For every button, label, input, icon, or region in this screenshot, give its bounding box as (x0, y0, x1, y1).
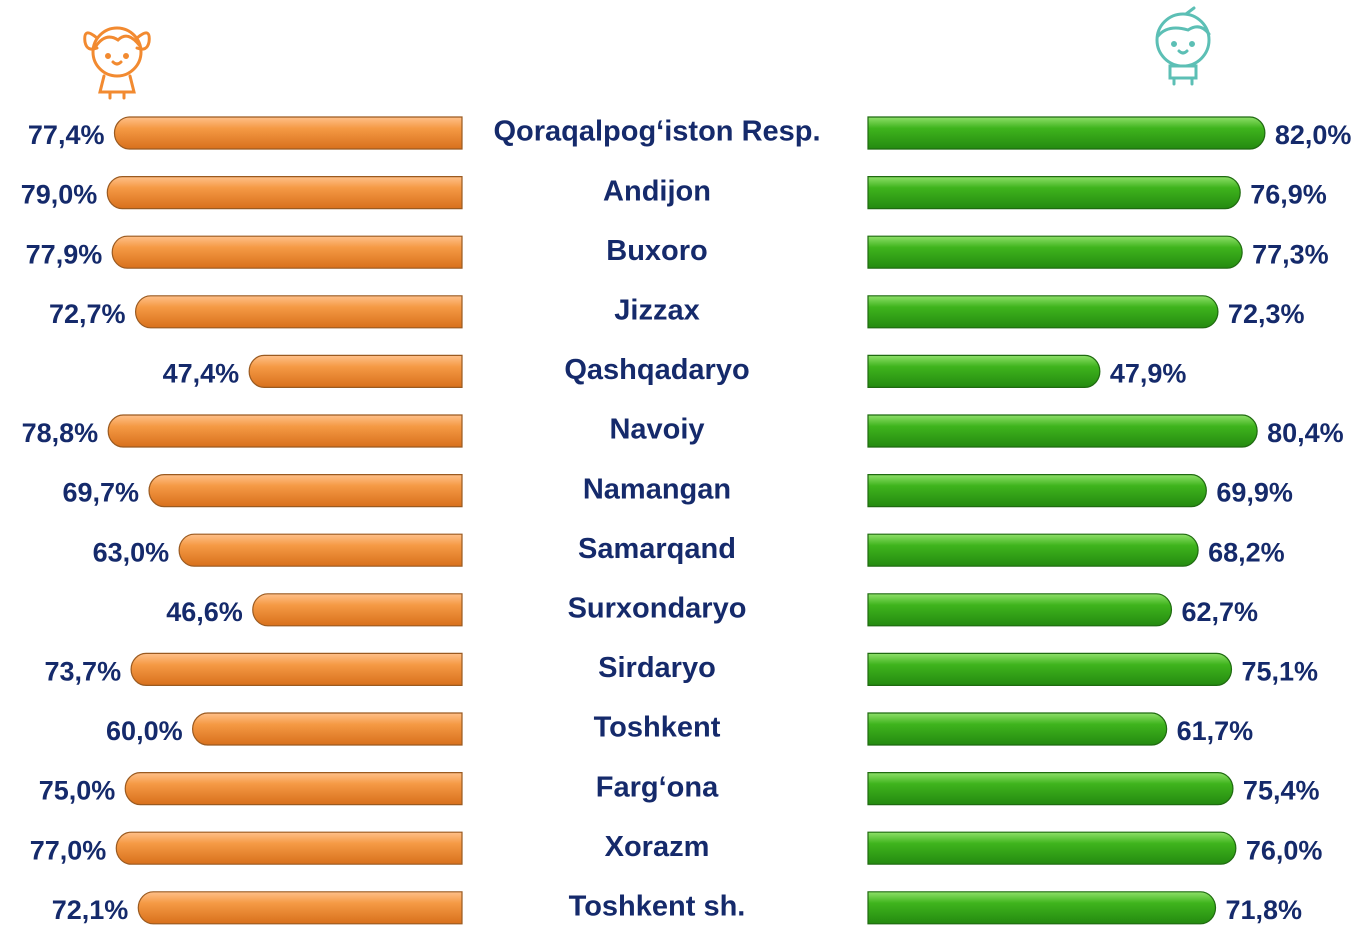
bar (107, 414, 463, 448)
bar (867, 652, 1233, 686)
value-label: 76,0% (1246, 835, 1323, 865)
bar (867, 891, 1217, 925)
bar (867, 533, 1199, 567)
bar (134, 295, 463, 329)
value-label: 69,7% (62, 478, 139, 508)
value-label: 46,6% (166, 597, 243, 627)
category-label: Navoiy (609, 414, 704, 446)
category-label: Sirdaryo (598, 652, 716, 684)
bar (252, 593, 463, 627)
value-label: 72,3% (1228, 299, 1305, 329)
boy-icon (1155, 6, 1211, 86)
girl-icon (83, 26, 151, 100)
bar (867, 176, 1241, 210)
category-label: Toshkent sh. (569, 890, 746, 922)
bar (867, 354, 1101, 388)
value-label: 80,4% (1267, 418, 1344, 448)
category-label: Toshkent (594, 712, 721, 744)
value-label: 69,9% (1216, 478, 1293, 508)
bar (113, 116, 463, 150)
bar (867, 235, 1243, 269)
value-label: 75,1% (1241, 657, 1318, 687)
category-label: Qashqadaryo (564, 354, 749, 386)
bar (192, 712, 463, 746)
value-label: 47,4% (163, 359, 240, 389)
category-label: Xorazm (605, 831, 710, 863)
value-label: 82,0% (1275, 120, 1352, 150)
value-label: 78,8% (22, 418, 99, 448)
value-label: 73,7% (45, 657, 122, 687)
category-label: Farg‘ona (596, 771, 719, 803)
bar (124, 772, 463, 806)
value-label: 68,2% (1208, 537, 1285, 567)
bar (137, 891, 463, 925)
category-label: Surxondaryo (568, 592, 747, 624)
category-label: Namangan (583, 473, 731, 505)
value-label: 77,4% (28, 120, 105, 150)
bar (867, 474, 1207, 508)
value-label: 72,7% (49, 299, 126, 329)
bar (178, 533, 463, 567)
bar (867, 414, 1258, 448)
value-label: 47,9% (1110, 359, 1187, 389)
value-label: 60,0% (106, 716, 183, 746)
bar (248, 354, 463, 388)
bar (867, 593, 1173, 627)
bar (867, 116, 1266, 150)
category-label: Andijon (603, 175, 711, 207)
category-label: Jizzax (614, 294, 699, 326)
value-label: 77,0% (30, 835, 107, 865)
category-label: Samarqand (578, 533, 736, 565)
bar (867, 295, 1219, 329)
value-label: 63,0% (93, 537, 170, 567)
bar (130, 652, 463, 686)
value-label: 62,7% (1181, 597, 1258, 627)
bar (867, 772, 1234, 806)
value-label: 76,9% (1250, 180, 1327, 210)
value-label: 72,1% (52, 895, 129, 925)
bar (148, 474, 463, 508)
value-label: 61,7% (1177, 716, 1254, 746)
value-label: 71,8% (1226, 895, 1303, 925)
value-label: 75,4% (1243, 776, 1320, 806)
value-label: 77,3% (1252, 239, 1329, 269)
value-label: 77,9% (26, 239, 103, 269)
bar (867, 831, 1237, 865)
category-label: Buxoro (606, 235, 708, 267)
bar (111, 235, 463, 269)
value-label: 75,0% (39, 776, 116, 806)
bar (867, 712, 1168, 746)
category-label: Qoraqalpog‘iston Resp. (493, 116, 820, 148)
value-label: 79,0% (21, 180, 98, 210)
bar (115, 831, 463, 865)
bar (106, 176, 463, 210)
